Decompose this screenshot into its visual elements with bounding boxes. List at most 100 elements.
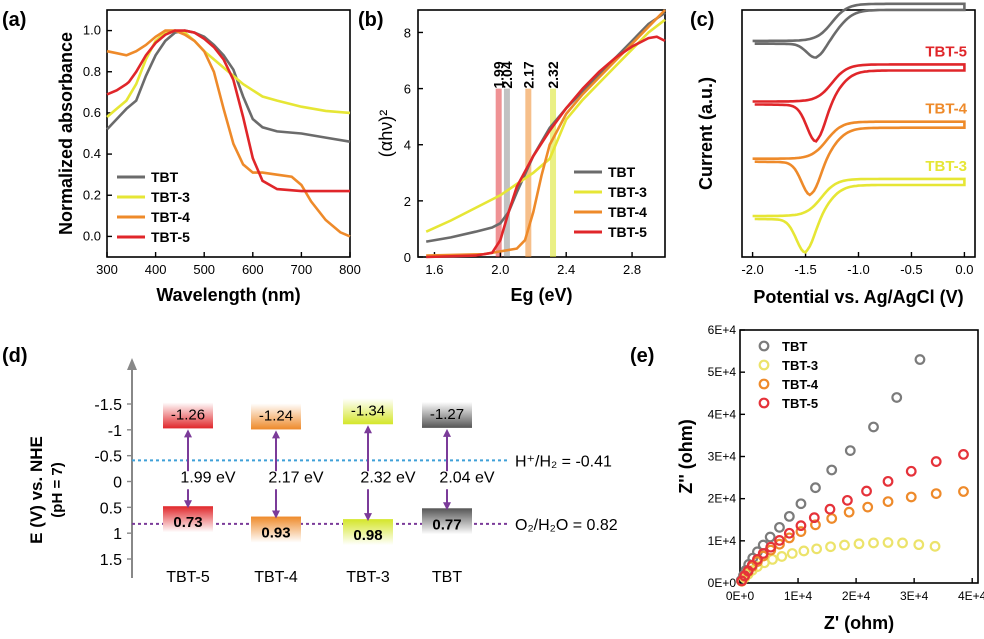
- x-tick-label-b: 1.6: [425, 262, 443, 277]
- bandgap-label-b: 2.04: [499, 61, 515, 88]
- cb-value-label-d: -1.26: [171, 406, 205, 423]
- conduction-band-block-d: [251, 403, 301, 430]
- bandgap-value-label-d: 2.17 eV: [268, 469, 323, 486]
- y-axis-label-b: (αhν)²: [376, 110, 396, 157]
- y-tick-label-a: 0.0: [83, 228, 101, 243]
- x-tick-label-a: 800: [339, 262, 361, 277]
- data-point-e-tbt-5: [958, 448, 969, 460]
- series-line-a-tbt-3: [106, 29, 351, 118]
- data-point-e-tbt: [891, 392, 903, 403]
- legend-marker-e: [758, 397, 770, 409]
- y-tick-label-b: 2: [404, 194, 411, 209]
- chart-b-tauc: 1.992.04 2.17 2.32 1.6 2.0 2.4 2.8 0 2 4 6 8 Eg (eV)…: [376, 9, 666, 305]
- data-point-e-tbt-5: [795, 520, 807, 532]
- data-point-e-tbt-4: [930, 488, 942, 500]
- data-point-e-tbt-5: [882, 475, 894, 487]
- cb-value-label-d: -1.34: [351, 402, 385, 419]
- x-tick-label-a: 300: [96, 262, 118, 277]
- legend-label-e: TBT-4: [782, 377, 819, 392]
- data-point-e-tbt-5: [757, 548, 769, 559]
- arrow-head-up-d: [184, 429, 192, 438]
- y-tick-label-e: 3E+4: [708, 450, 737, 464]
- material-name-label-d: TBT-5: [166, 569, 210, 586]
- valence-band-block-d: [422, 508, 472, 535]
- x-tick-label-a: 400: [145, 262, 167, 277]
- x-tick-label-e: 0E+0: [726, 589, 755, 603]
- data-point-e-tbt-5: [841, 494, 853, 506]
- legend-marker-e: [758, 359, 770, 371]
- y-tick-label-a: 0.6: [83, 105, 101, 120]
- series-line-c-tbt: [752, 2, 966, 59]
- data-point-e-tbt-5: [905, 465, 917, 477]
- data-point-e-tbt-4: [958, 486, 969, 497]
- bandgap-marker-b: [503, 88, 510, 257]
- legend-label-a: TBT-5: [151, 229, 190, 245]
- x-tick-label-e: 3E+4: [900, 589, 929, 603]
- legend-label-b: TBT: [608, 164, 636, 180]
- material-name-label-d: TBT-4: [254, 569, 298, 586]
- data-point-e-tbt-3: [776, 551, 788, 562]
- x-tick-label-c: -1.0: [847, 262, 869, 277]
- data-point-e-tbt-3: [798, 545, 810, 557]
- h2-reference-label-d: H⁺/H₂ = -0.41: [515, 453, 612, 470]
- data-point-e-tbt-5: [752, 553, 763, 565]
- x-tick-label-c: -2.0: [741, 262, 763, 277]
- data-point-e-tbt-5: [930, 456, 942, 467]
- data-point-e-tbt-5: [746, 559, 758, 571]
- y-tick-label-e: 5E+4: [708, 365, 737, 379]
- panel-label-c: (c): [690, 9, 714, 31]
- data-point-e-tbt-3: [929, 540, 941, 552]
- valence-band-block-d: [343, 519, 393, 546]
- data-point-e-tbt: [774, 521, 785, 533]
- plot-frame-b: [417, 9, 666, 258]
- legend-marker-e: [758, 378, 770, 390]
- series-line-c-tbt-5: [752, 63, 966, 143]
- bandgap-marker-b: [495, 88, 502, 257]
- y-tick-label-d: -0.5: [94, 449, 122, 466]
- x-tick-label-b: 2.0: [491, 262, 509, 277]
- legend-label-b: TBT-5: [608, 224, 647, 240]
- y-tick-label-e: 6E+4: [708, 323, 737, 337]
- chart-a-absorbance: 300 400 500 600 700 800 0.0 0.2 0.4 0.6 0.8 1.0 Wave…: [56, 9, 361, 305]
- x-tick-label-c: 0.0: [955, 262, 973, 277]
- y-tick-label-b: 8: [404, 25, 411, 40]
- panel-label-a: (a): [2, 9, 26, 31]
- x-axis-label-b: Eg (eV): [510, 285, 572, 305]
- data-point-e-tbt: [810, 482, 821, 494]
- x-axis-label-c: Potential vs. Ag/AgCl (V): [753, 287, 963, 307]
- chart-d-band-diagram: -1.5 -1 -0.5 0 0.5 1 1.5 E (V) vs. NHE (pH = 7) H…: [27, 358, 618, 586]
- chart-e-nyquist: 0E+0 1E+4 2E+4 3E+4 4E+4 0E+0 1E+4 2E+4 3E+4 4E+4…: [676, 323, 984, 633]
- conduction-band-block-d: [422, 401, 472, 428]
- y-axis-label-a: Normalized absorbance: [56, 32, 76, 235]
- bandgap-marker-b: [550, 88, 557, 257]
- conduction-band-block-d: [343, 398, 393, 425]
- data-point-e-tbt-4: [795, 526, 807, 537]
- data-point-e-tbt-3: [767, 553, 778, 565]
- cb-value-label-d: -1.27: [430, 406, 464, 423]
- panel-label-b: (b): [358, 9, 384, 31]
- o2-reference-label-d: O₂/H₂O = 0.82: [515, 517, 618, 534]
- legend-label-e: TBT-3: [782, 358, 818, 373]
- data-point-e-tbt: [795, 498, 807, 510]
- data-point-e-tbt-4: [843, 506, 855, 518]
- x-tick-label-b: 2.4: [557, 262, 575, 277]
- data-point-e-tbt-3: [913, 539, 925, 551]
- y-tick-label-d: 1.5: [100, 552, 122, 569]
- data-point-e-tbt-5: [765, 541, 777, 553]
- y-tick-label-e: 1E+4: [708, 534, 737, 548]
- panel-label-e: (e): [630, 345, 654, 367]
- data-point-e-tbt: [868, 421, 879, 433]
- data-point-e-tbt-4: [862, 501, 874, 513]
- y-tick-label-e: 0E+0: [708, 576, 737, 590]
- legend-label-a: TBT: [151, 169, 179, 185]
- x-tick-label-c: -1.5: [794, 262, 816, 277]
- x-tick-label-e: 1E+4: [784, 589, 813, 603]
- data-point-e-tbt-4: [826, 513, 838, 524]
- y-tick-label-b: 0: [404, 250, 411, 265]
- data-point-e-tbt-5: [824, 503, 836, 515]
- y-tick-label-d: 0: [113, 475, 122, 492]
- data-point-e-tbt-3: [853, 538, 865, 550]
- data-point-e-tbt: [826, 464, 838, 476]
- bandgap-label-b: 2.17: [520, 61, 536, 88]
- conduction-band-block-d: [163, 402, 213, 429]
